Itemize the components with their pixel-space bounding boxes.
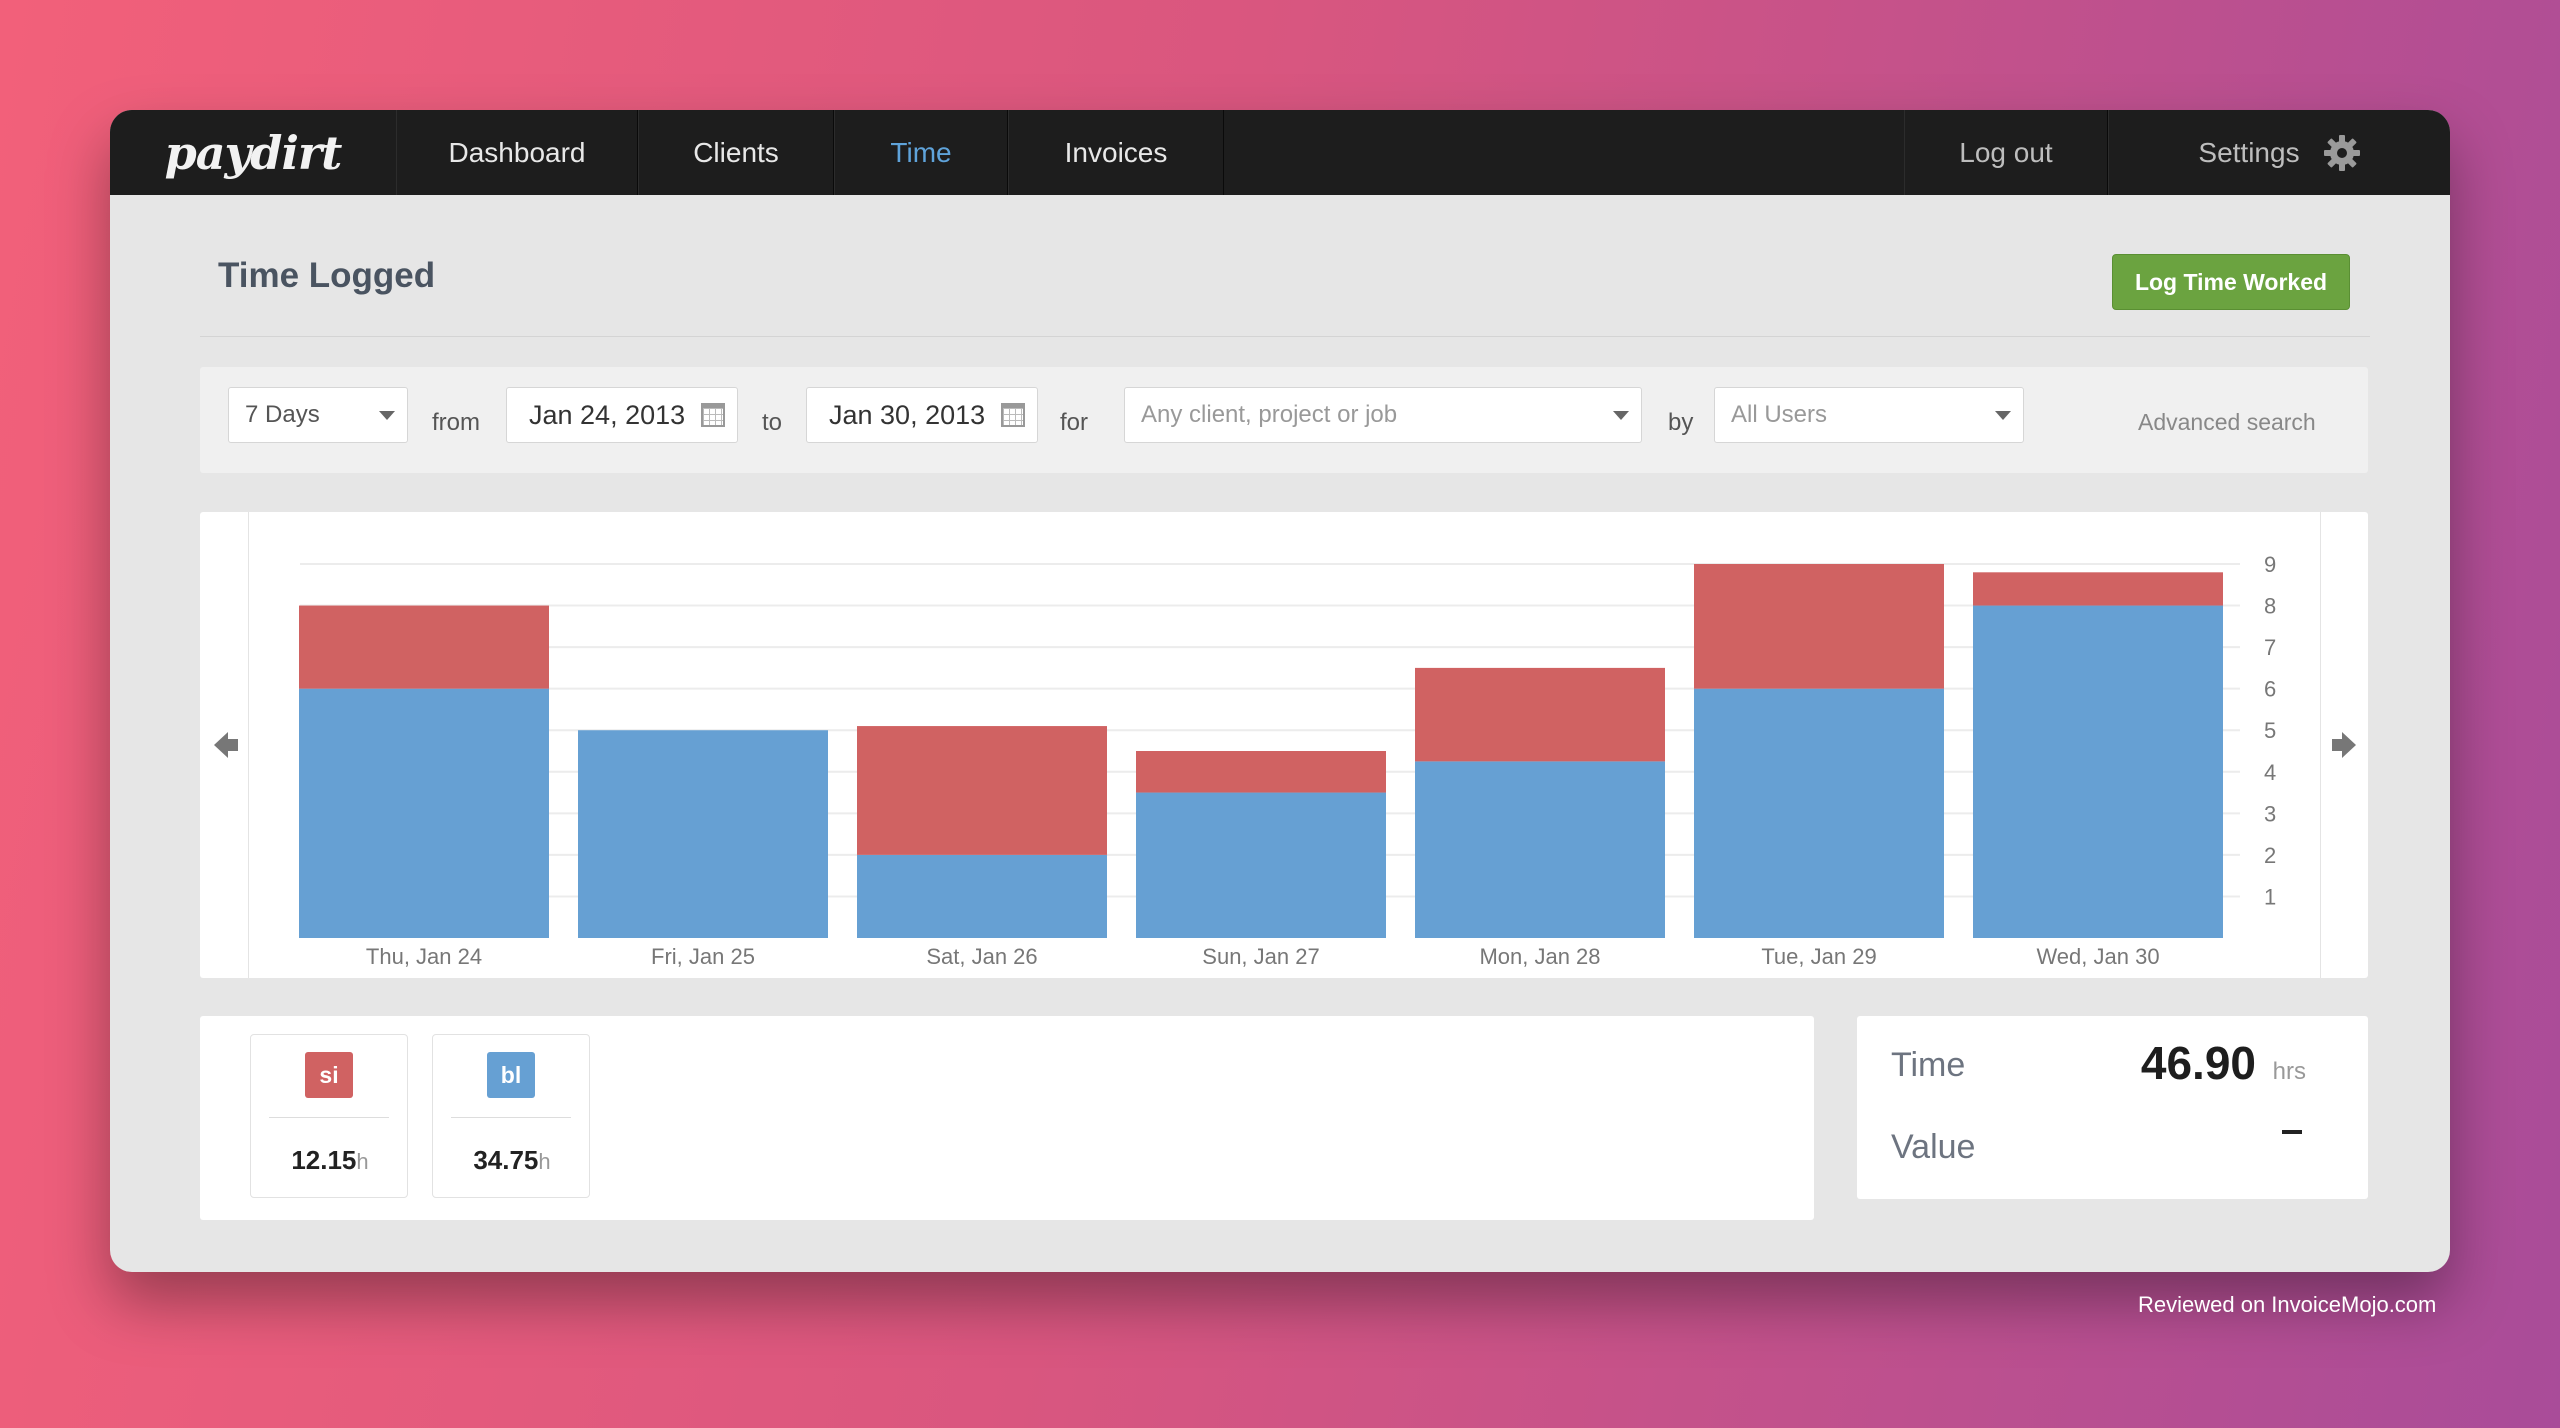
y-tick-label: 4 bbox=[2264, 760, 2276, 785]
bar-si[interactable] bbox=[1973, 572, 2223, 606]
divider bbox=[200, 336, 2370, 337]
bar-bl[interactable] bbox=[1415, 761, 1665, 938]
logout-link[interactable]: Log out bbox=[1904, 110, 2108, 195]
x-tick-label: Wed, Jan 30 bbox=[2036, 944, 2159, 969]
nav-invoices[interactable]: Invoices bbox=[1008, 110, 1224, 195]
range-select[interactable]: 7 Days bbox=[228, 387, 408, 443]
bar-si[interactable] bbox=[857, 726, 1107, 855]
nav-time[interactable]: Time bbox=[834, 110, 1008, 195]
y-tick-label: 9 bbox=[2264, 552, 2276, 577]
time-total-label: Time bbox=[1891, 1046, 1966, 1084]
y-tick-label: 1 bbox=[2264, 884, 2276, 909]
top-navigation: paydirt Dashboard Clients Time Invoices … bbox=[110, 110, 2450, 195]
time-total-unit: hrs bbox=[2272, 1058, 2306, 1085]
previous-period-arrow-icon[interactable] bbox=[214, 732, 238, 758]
page-title: Time Logged bbox=[218, 256, 436, 295]
settings-label: Settings bbox=[2198, 136, 2300, 168]
to-date-input[interactable]: Jan 30, 2013 bbox=[806, 387, 1038, 443]
x-tick-label: Thu, Jan 24 bbox=[366, 944, 482, 969]
app-window: paydirt Dashboard Clients Time Invoices … bbox=[110, 110, 2450, 1272]
paydirt-logo[interactable]: paydirt bbox=[110, 110, 397, 195]
range-value: 7 Days bbox=[245, 401, 320, 428]
time-total-value: 46.90 bbox=[2140, 1037, 2256, 1089]
bar-bl[interactable] bbox=[857, 854, 1107, 938]
bar-bl[interactable] bbox=[578, 730, 828, 938]
legend-card-si[interactable]: si 12.15h bbox=[250, 1034, 408, 1198]
review-credit: Reviewed on InvoiceMojo.com bbox=[2138, 1292, 2437, 1317]
bar-bl[interactable] bbox=[299, 688, 549, 938]
to-date-value: Jan 30, 2013 bbox=[829, 399, 986, 430]
filter-bar: 7 Days from Jan 24, 2013 to Jan 30, 2013… bbox=[200, 367, 2368, 473]
y-tick-label: 7 bbox=[2264, 635, 2276, 660]
totals-panel: Time 46.90 hrs Value bbox=[1857, 1016, 2368, 1199]
legend-panel: si 12.15h bl 34.75h bbox=[200, 1016, 1814, 1220]
y-tick-label: 5 bbox=[2264, 718, 2276, 743]
x-tick-label: Sat, Jan 26 bbox=[926, 944, 1037, 969]
x-tick-label: Mon, Jan 28 bbox=[1479, 944, 1600, 969]
to-label: to bbox=[762, 409, 783, 436]
from-label: from bbox=[432, 409, 480, 436]
bar-bl[interactable] bbox=[1694, 688, 1944, 938]
bar-si[interactable] bbox=[299, 605, 549, 689]
chevron-down-icon bbox=[1613, 411, 1629, 420]
legend-swatch: si bbox=[305, 1052, 353, 1098]
bar-si[interactable] bbox=[1136, 751, 1386, 793]
client-project-job-select[interactable]: Any client, project or job bbox=[1124, 387, 1642, 443]
calendar-icon[interactable] bbox=[701, 403, 725, 427]
bar-bl[interactable] bbox=[1136, 792, 1386, 938]
for-label: for bbox=[1060, 409, 1089, 436]
divider bbox=[451, 1117, 571, 1118]
chevron-down-icon bbox=[379, 411, 395, 420]
y-tick-label: 6 bbox=[2264, 677, 2276, 702]
bar-si[interactable] bbox=[1415, 667, 1665, 762]
y-tick-label: 2 bbox=[2264, 843, 2276, 868]
from-date-value: Jan 24, 2013 bbox=[529, 399, 686, 430]
value-total-label: Value bbox=[1891, 1128, 1976, 1166]
legend-swatch: bl bbox=[487, 1052, 535, 1098]
legend-hours-value: 34.75 bbox=[473, 1145, 539, 1175]
chart-border-left bbox=[248, 512, 249, 978]
user-select[interactable]: All Users bbox=[1714, 387, 2024, 443]
log-time-worked-button[interactable]: Log Time Worked bbox=[2112, 254, 2350, 310]
bar-si[interactable] bbox=[1694, 564, 1944, 689]
chevron-down-icon bbox=[1995, 411, 2011, 420]
chart-border-right bbox=[2320, 512, 2321, 978]
divider bbox=[269, 1117, 389, 1118]
nav-clients[interactable]: Clients bbox=[638, 110, 834, 195]
value-total-value bbox=[2282, 1130, 2302, 1134]
legend-hours-unit: h bbox=[356, 1149, 369, 1174]
legend-hours-unit: h bbox=[538, 1149, 551, 1174]
legend-hours: 12.15h bbox=[251, 1145, 409, 1176]
by-label: by bbox=[1668, 409, 1694, 436]
user-select-value: All Users bbox=[1731, 401, 1828, 428]
legend-hours: 34.75h bbox=[433, 1145, 591, 1176]
legend-card-bl[interactable]: bl 34.75h bbox=[432, 1034, 590, 1198]
time-bar-chart: 1 2 3 4 5 6 7 8 9 Thu, Jan 24 Fri, Jan 25 Sat, Jan … bbox=[299, 552, 2276, 969]
x-tick-label: Tue, Jan 29 bbox=[1761, 944, 1876, 969]
y-tick-label: 3 bbox=[2264, 801, 2276, 826]
x-tick-label: Fri, Jan 25 bbox=[651, 944, 755, 969]
x-tick-label: Sun, Jan 27 bbox=[1202, 944, 1319, 969]
client-select-placeholder: Any client, project or job bbox=[1141, 401, 1398, 428]
advanced-search-link[interactable]: Advanced search bbox=[2138, 409, 2316, 435]
from-date-input[interactable]: Jan 24, 2013 bbox=[506, 387, 738, 443]
time-chart-panel: 1 2 3 4 5 6 7 8 9 Thu, Jan 24 Fri, Jan 25 Sat, Jan … bbox=[200, 512, 2368, 978]
calendar-icon[interactable] bbox=[1001, 403, 1025, 427]
settings-link[interactable]: Settings bbox=[2108, 110, 2450, 195]
y-tick-label: 8 bbox=[2264, 594, 2276, 619]
gear-icon bbox=[2323, 134, 2360, 171]
nav-dashboard[interactable]: Dashboard bbox=[396, 110, 638, 195]
bar-bl[interactable] bbox=[1973, 605, 2223, 938]
next-period-arrow-icon[interactable] bbox=[2332, 732, 2356, 758]
legend-hours-value: 12.15 bbox=[291, 1145, 357, 1175]
